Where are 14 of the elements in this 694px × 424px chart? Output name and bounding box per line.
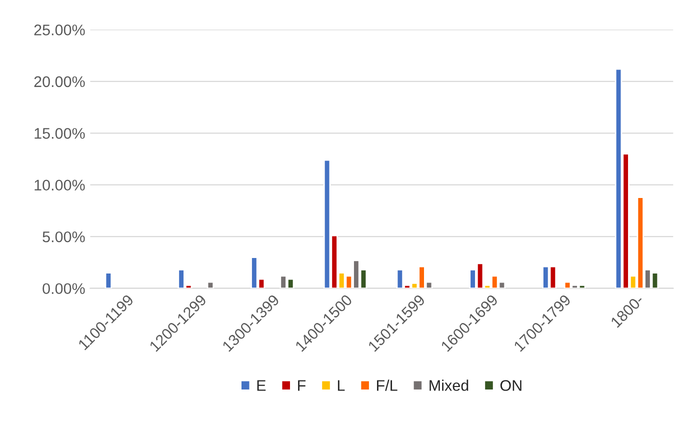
y-tick-label: 20.00% xyxy=(34,76,85,88)
y-tick-label: 25.00% xyxy=(34,24,85,36)
y-tick-label: 5.00% xyxy=(42,231,85,242)
legend-label: ON xyxy=(500,380,522,391)
y-tick-label: 0.00% xyxy=(42,283,85,294)
bar xyxy=(206,281,214,288)
y-tick-label: 15.00% xyxy=(34,128,85,139)
bar xyxy=(104,272,112,288)
legend-label: Mixed xyxy=(430,380,468,391)
legend-label: L xyxy=(338,380,345,391)
legend-label: F/L xyxy=(377,380,398,391)
legend-label: F xyxy=(298,380,306,391)
legend-label: E xyxy=(257,380,266,391)
y-tick-label: 10.00% xyxy=(34,180,85,191)
